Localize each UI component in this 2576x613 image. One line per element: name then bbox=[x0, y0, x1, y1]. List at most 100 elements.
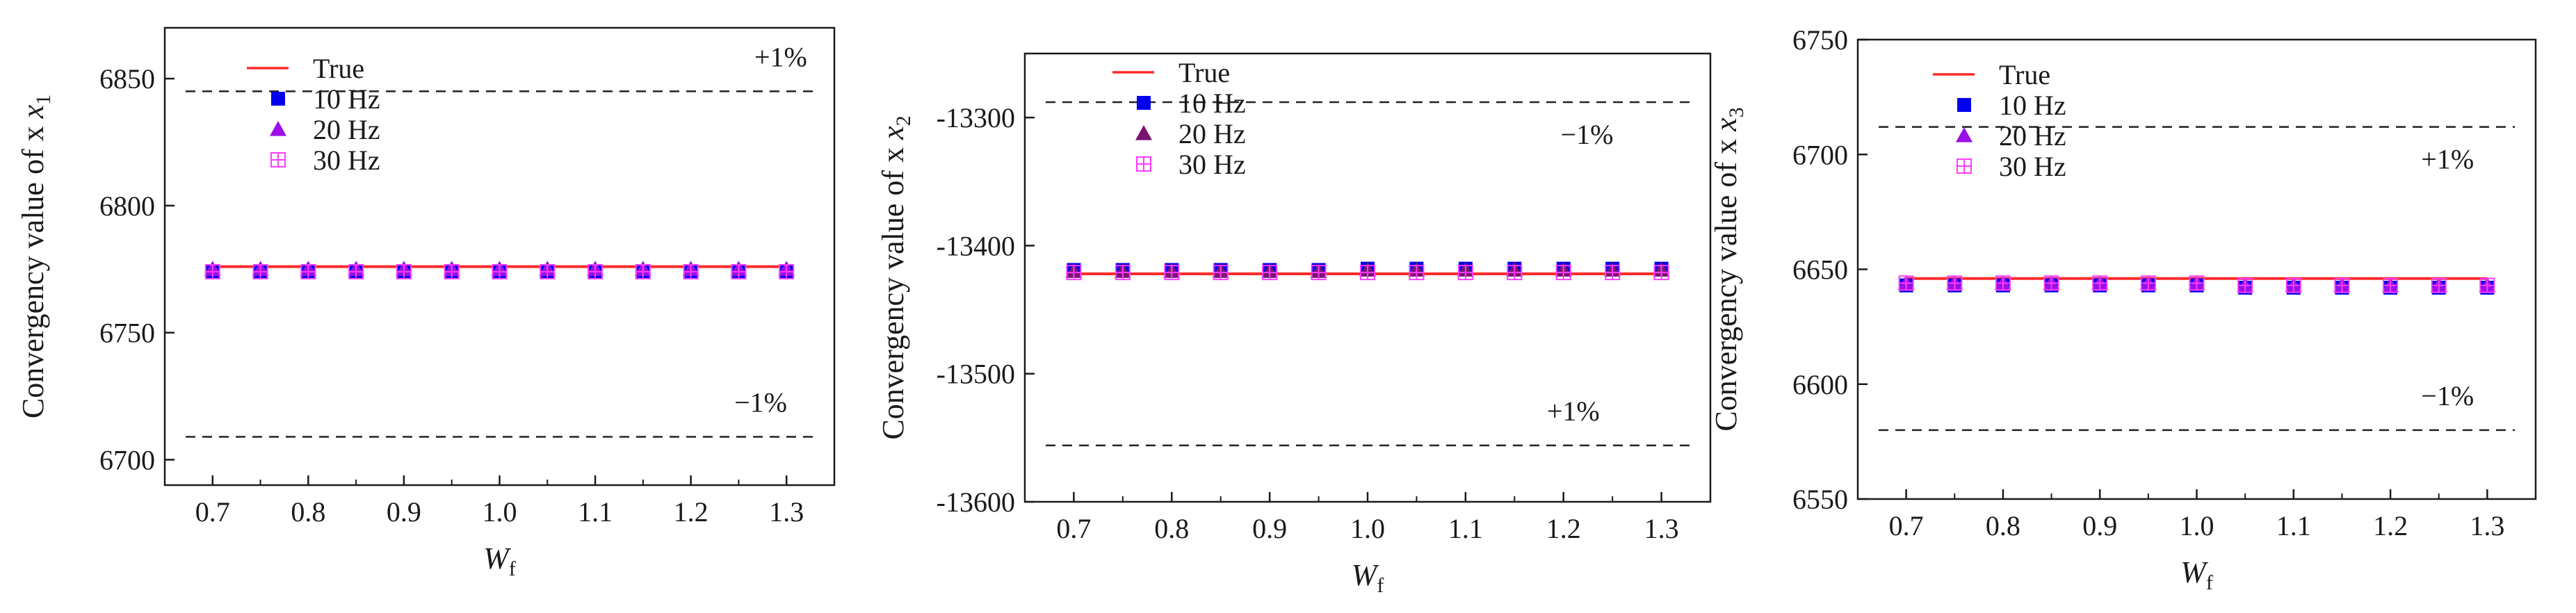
marker-p2-s3-pt11 bbox=[1555, 265, 1571, 281]
panel-1-plus-1pct-label: +1% bbox=[754, 41, 807, 72]
panel-2-legend-label-1: True bbox=[1178, 57, 1230, 88]
panel-3-minus-1pct-label: −1% bbox=[2421, 380, 2474, 411]
marker-p1-s3-pt4 bbox=[348, 263, 364, 279]
marker-p2-s3-pt6 bbox=[1311, 265, 1327, 281]
panel-1-x-tick-label-5: 1.1 bbox=[578, 496, 613, 528]
panel-3-legend-label-3: 20 Hz bbox=[1999, 120, 2066, 152]
panel-3-y-tick-label-3: 6650 bbox=[1792, 254, 1848, 286]
panel-3-x-tick-label-5: 1.1 bbox=[2276, 510, 2311, 541]
panel-3-legend-swatch-2 bbox=[1956, 127, 1972, 142]
marker-p3-s3-pt1 bbox=[1898, 275, 1914, 291]
panel-2-series-3 bbox=[1066, 265, 1669, 281]
marker-p3-s3-pt11 bbox=[2383, 277, 2399, 293]
panel-1-x-tick-label-2: 0.8 bbox=[291, 496, 325, 528]
panel-2-y-tick-label-2: -13500 bbox=[937, 359, 1015, 390]
panel-3-y-tick-label-1: 6550 bbox=[1792, 484, 1848, 515]
panel-3-series-3 bbox=[1898, 275, 2495, 293]
panel-2-x-tick-label-6: 1.2 bbox=[1546, 513, 1581, 544]
panel-2-legend-swatch-2 bbox=[1135, 125, 1152, 140]
panel-2-minus-1pct-label: −1% bbox=[1561, 119, 1614, 150]
panel-1-y-tick-label-4: 6850 bbox=[99, 63, 155, 95]
marker-p2-s3-pt9 bbox=[1457, 265, 1473, 281]
panel-3-y-tick-label-5: 6750 bbox=[1792, 24, 1848, 56]
marker-p3-s3-pt3 bbox=[1995, 275, 2011, 291]
marker-p2-s3-pt5 bbox=[1262, 265, 1278, 281]
panel-2-x-tick-label-1: 0.7 bbox=[1056, 513, 1091, 544]
marker-p1-s3-pt2 bbox=[252, 263, 268, 279]
panel-1-legend-label-4: 30 Hz bbox=[313, 145, 380, 176]
marker-p3-s3-pt10 bbox=[2334, 277, 2350, 293]
panel-3-x-axis-title: Wf bbox=[2180, 555, 2213, 594]
panel-2-legend-swatch-1 bbox=[1137, 96, 1151, 110]
marker-p3-s3-pt6 bbox=[2140, 275, 2156, 291]
panel-3-x-tick-label-6: 1.2 bbox=[2373, 510, 2408, 541]
panel-3-legend-label-4: 30 Hz bbox=[1999, 151, 2066, 182]
panel-2-x-tick-label-3: 0.9 bbox=[1252, 513, 1287, 544]
panel-3-legend-swatch-3 bbox=[1957, 158, 1972, 174]
marker-p1-s3-pt7 bbox=[492, 263, 508, 279]
panel-3-legend-label-2: 10 Hz bbox=[1999, 90, 2066, 121]
panel-1-x-tick-label-3: 0.9 bbox=[387, 496, 421, 528]
panel-2-x-tick-label-7: 1.3 bbox=[1644, 513, 1679, 544]
panel-1-y-tick-label-2: 6750 bbox=[99, 318, 155, 349]
marker-p2-s3-pt13 bbox=[1653, 265, 1669, 281]
panel-2-y-axis-title: Convergency value of x x2 bbox=[876, 115, 915, 439]
marker-p1-s3-pt12 bbox=[731, 263, 747, 279]
panel-1-series-3 bbox=[204, 263, 795, 279]
marker-p3-s3-pt2 bbox=[1947, 275, 1963, 291]
marker-p3-s3-pt5 bbox=[2092, 275, 2108, 291]
marker-p2-s3-pt1 bbox=[1066, 265, 1082, 281]
panel-3-y-tick-label-4: 6700 bbox=[1792, 139, 1848, 170]
panel-1-legend-label-3: 20 Hz bbox=[313, 114, 380, 145]
marker-p1-s3-pt3 bbox=[300, 263, 316, 279]
marker-p2-s3-pt4 bbox=[1213, 265, 1229, 281]
panel-3-x-tick-label-4: 1.0 bbox=[2180, 510, 2214, 541]
panel-3-plus-1pct-label: +1% bbox=[2421, 144, 2474, 175]
panel-3-x-tick-label-3: 0.9 bbox=[2082, 510, 2117, 541]
panel-1-y-tick-label-3: 6800 bbox=[99, 190, 155, 222]
marker-p2-s3-pt7 bbox=[1360, 265, 1375, 281]
panel-3-x-tick-label-2: 0.8 bbox=[1986, 510, 2020, 541]
panel-2-x-tick-label-4: 1.0 bbox=[1350, 513, 1385, 544]
panel-2-x-tick-label-2: 0.8 bbox=[1154, 513, 1189, 544]
panel-1-legend-swatch-2 bbox=[270, 121, 286, 136]
panel-1-legend-label-1: True bbox=[313, 53, 364, 84]
panel-2-x-tick-label-5: 1.1 bbox=[1448, 513, 1483, 544]
panel-1-x-tick-label-6: 1.2 bbox=[674, 496, 708, 528]
panel-2: 0.7 0.8 0.9 1.0 1.1 1.2 1.3 -13600 -13500 -13400 -… bbox=[876, 52, 1712, 597]
panel-3-x-tick-label-7: 1.3 bbox=[2470, 510, 2504, 541]
panel-2-legend-label-2: 10 Hz bbox=[1178, 88, 1246, 119]
marker-p2-s3-pt10 bbox=[1507, 265, 1523, 281]
marker-p1-s3-pt5 bbox=[396, 263, 412, 279]
panel-2-y-tick-label-1: -13600 bbox=[937, 487, 1015, 518]
panel-1-x-tick-label-7: 1.3 bbox=[769, 496, 804, 528]
marker-p1-s3-pt10 bbox=[635, 263, 651, 279]
panel-1-legend-swatch-1 bbox=[271, 92, 285, 106]
panel-1-y-tick-label-1: 6700 bbox=[99, 444, 155, 475]
panel-2-legend-label-3: 20 Hz bbox=[1178, 118, 1246, 149]
marker-p3-s3-pt8 bbox=[2237, 277, 2253, 293]
marker-p2-s3-pt2 bbox=[1115, 265, 1131, 281]
panel-1-x-tick-label-1: 0.7 bbox=[195, 496, 230, 528]
panel-1: 0.7 0.8 0.9 1.0 1.1 1.2 1.3 6700 6750 6800 6850 Wf C… bbox=[16, 26, 836, 580]
panel-1-minus-1pct-label: −1% bbox=[734, 387, 787, 418]
marker-p2-s3-pt3 bbox=[1164, 265, 1180, 281]
marker-p3-s3-pt7 bbox=[2189, 275, 2205, 291]
marker-p2-s3-pt12 bbox=[1605, 265, 1621, 281]
panel-3-y-tick-label-2: 6600 bbox=[1792, 369, 1848, 400]
panel-2-legend-swatch-3 bbox=[1136, 156, 1151, 172]
panel-3-y-axis-title: Convergency value of x x3 bbox=[1709, 107, 1748, 431]
marker-p2-s3-pt8 bbox=[1409, 265, 1425, 281]
panel-3-legend-label-1: True bbox=[1999, 59, 2050, 90]
panel-2-y-tick-label-3: -13400 bbox=[937, 230, 1015, 261]
panel-3-legend-swatch-1 bbox=[1957, 98, 1971, 112]
panel-2-x-axis-title: Wf bbox=[1352, 558, 1384, 597]
panel-2-y-tick-label-4: -13300 bbox=[937, 102, 1015, 133]
panel-3-x-tick-label-1: 0.7 bbox=[1889, 510, 1924, 541]
panel-1-legend-label-2: 10 Hz bbox=[313, 83, 380, 115]
panel-2-plus-1pct-label: +1% bbox=[1547, 395, 1600, 427]
panel-1-legend-swatch-3 bbox=[270, 152, 286, 167]
